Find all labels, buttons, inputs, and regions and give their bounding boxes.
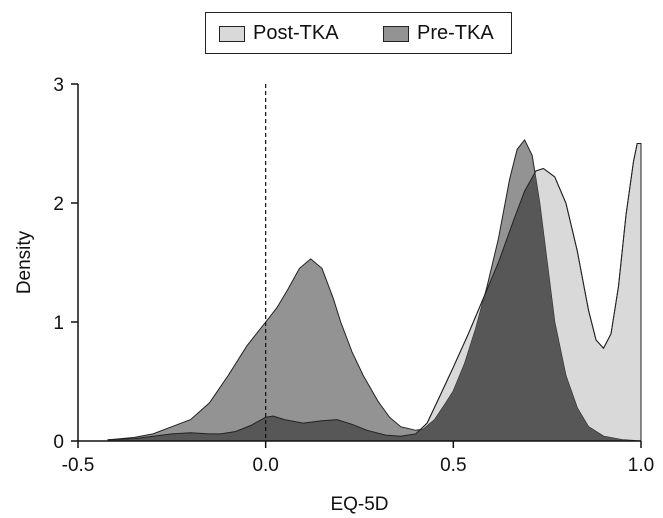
legend-label-post-tka: Post-TKA <box>253 22 339 44</box>
legend-item-post-tka: Post-TKA <box>219 22 339 45</box>
axes: -0.5 0.0 0.5 1.0 0 1 2 3 EQ-5D Density <box>14 75 654 515</box>
legend-item-pre-tka: Pre-TKA <box>383 22 494 45</box>
series-outline-post-tka <box>107 143 642 442</box>
y-axis-title: Density <box>14 230 35 294</box>
legend-swatch-pre-tka <box>383 25 409 42</box>
y-tick-label: 0 <box>53 432 64 453</box>
x-axis-title: EQ-5D <box>330 494 388 515</box>
legend-swatch-post-tka <box>219 25 245 42</box>
y-tick-label: 1 <box>53 313 64 334</box>
legend: Post-TKA Pre-TKA <box>205 12 512 54</box>
y-tick-label: 2 <box>53 194 64 215</box>
plot-area <box>107 84 642 442</box>
x-tick-label: -0.5 <box>62 455 95 476</box>
x-tick-label: 1.0 <box>628 455 654 476</box>
legend-label-pre-tka: Pre-TKA <box>417 22 494 44</box>
x-tick-label: 0.0 <box>252 455 278 476</box>
y-tick-label: 3 <box>53 75 64 96</box>
x-tick-label: 0.5 <box>440 455 466 476</box>
